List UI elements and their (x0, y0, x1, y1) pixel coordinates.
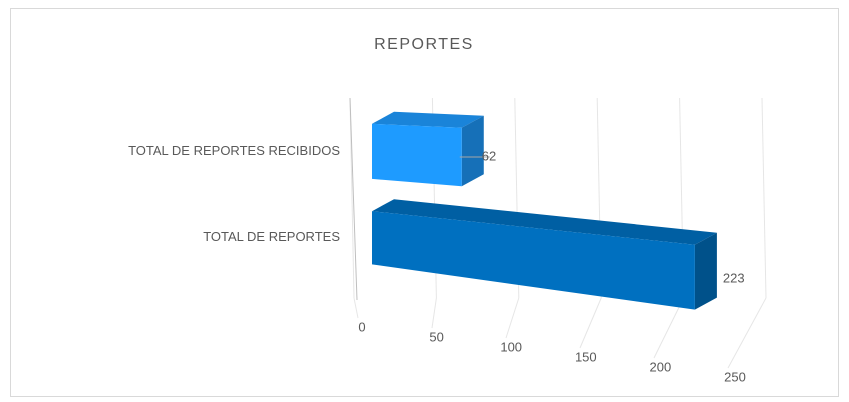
category-label: TOTAL DE REPORTES (203, 229, 340, 244)
bar (372, 211, 695, 310)
floor-grid-line (505, 297, 520, 339)
floor-grid-line (353, 297, 359, 319)
chart-title: REPORTES (374, 36, 474, 53)
bar (372, 123, 462, 187)
bar-top (372, 199, 717, 245)
x-tick-label: 100 (500, 339, 522, 354)
grid-line (761, 97, 767, 299)
bar-side (694, 232, 717, 310)
x-tick-label: 50 (429, 329, 443, 344)
x-tick-label: 200 (650, 359, 672, 374)
bar-top (372, 111, 484, 128)
floor-grid-line (579, 297, 602, 349)
bar-side (461, 115, 484, 187)
x-tick-label: 150 (575, 349, 597, 364)
floor-grid-line (431, 297, 437, 329)
x-tick-label: 0 (358, 319, 365, 334)
axis-wall (349, 97, 358, 301)
data-label: 223 (723, 271, 745, 286)
data-label: 62 (482, 148, 496, 163)
floor-grid-line (653, 297, 685, 359)
category-label: TOTAL DE REPORTES RECIBIDOS (128, 143, 340, 158)
floor-grid-line (727, 297, 767, 369)
x-tick-label: 250 (724, 369, 746, 384)
